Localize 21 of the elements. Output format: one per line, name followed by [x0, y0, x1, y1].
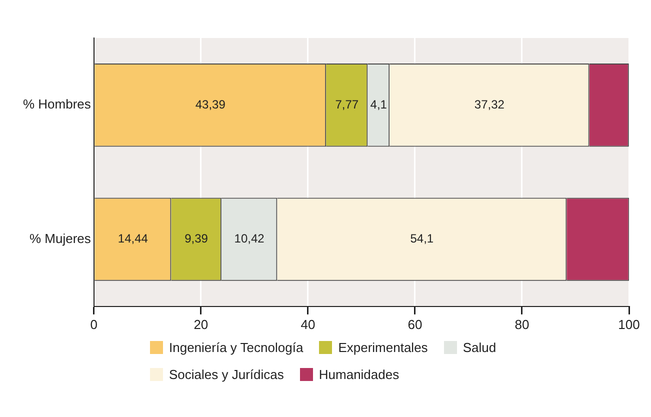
data-label: 14,44	[118, 232, 148, 246]
data-label: 10,42	[234, 232, 265, 246]
x-tick-label: 20	[194, 316, 208, 332]
legend-label: Ingeniería y Tecnología	[169, 340, 304, 355]
x-tick-label: 80	[514, 316, 530, 332]
x-tick-label: 100	[618, 316, 640, 332]
legend-label: Experimentales	[338, 340, 428, 355]
y-tick-label: % Hombres	[22, 96, 92, 112]
y-tick-label: % Mujeres	[29, 230, 92, 246]
legend-label: Salud	[462, 340, 496, 355]
data-label: 7,77	[335, 97, 359, 112]
x-tick-label: 40	[300, 316, 316, 332]
data-label: 37,32	[474, 97, 505, 112]
data-label: 9,39	[184, 232, 208, 246]
x-tick-label: 60	[408, 316, 422, 332]
x-tick-label: 0	[90, 316, 98, 332]
data-label: 54,1	[410, 232, 434, 246]
legend-label: Humanidades	[318, 367, 400, 382]
data-label: 43,39	[195, 97, 226, 112]
legend-label: Sociales y Jurídicas	[169, 367, 284, 382]
data-label: 4,1	[370, 97, 388, 112]
